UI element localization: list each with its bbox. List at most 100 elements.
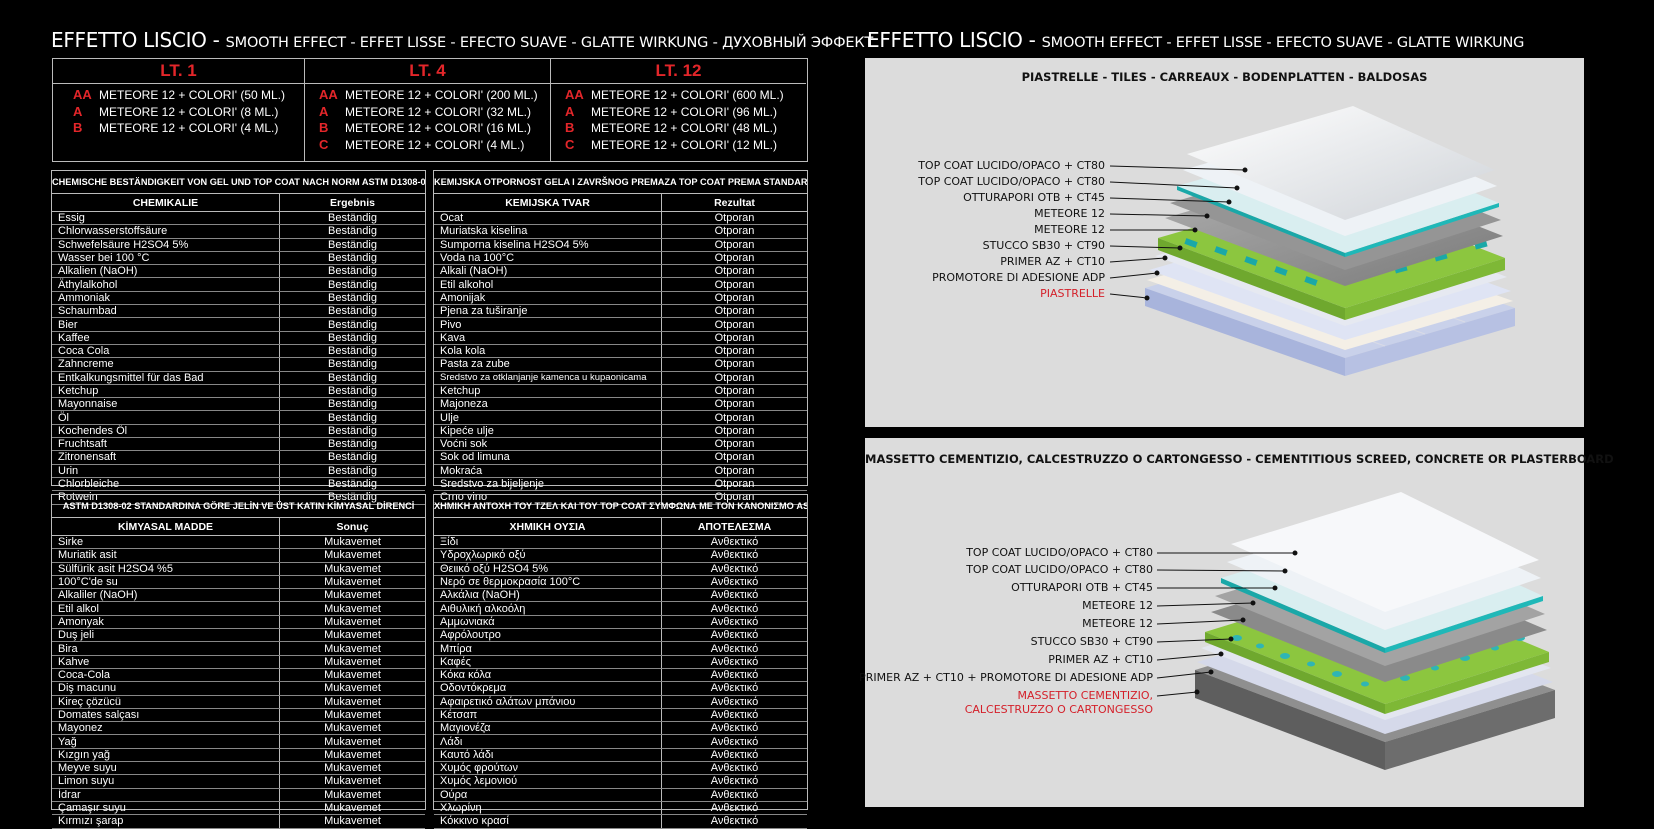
result-cell: Otporan (661, 277, 807, 292)
table-row: Ulje Otporan (434, 410, 807, 425)
table-row: Ammoniak Beständig (52, 291, 425, 306)
table-row: Kola kola Otporan (434, 344, 807, 359)
lt-mix-text: METEORE 12 + COLORI' (96 ML.) (591, 104, 778, 119)
table-row: Majoneza Otporan (434, 397, 807, 412)
layer-label: METEORE 12 (1082, 599, 1153, 612)
layer-label: PROMOTORE DI ADESIONE ADP (932, 271, 1105, 284)
table-row: Χυμός φρούτων Ανθεκτικό (434, 761, 807, 776)
lt-mix-text: METEORE 12 + COLORI' (200 ML.) (345, 88, 538, 102)
table-row: Alkalien (NaOH) Beständig (52, 264, 425, 279)
result-cell: Ανθεκτικό (661, 801, 807, 816)
result-cell: Beständig (279, 291, 425, 306)
substance-cell: Mokraća (434, 464, 662, 478)
layer-label: CALCESTRUZZO O CARTONGESSO (964, 703, 1153, 716)
result-cell: Ανθεκτικό (661, 588, 807, 603)
layer-topcoat-2 (1231, 492, 1539, 612)
substance-cell: Voda na 100°C (434, 251, 662, 266)
result-cell: Beständig (279, 371, 425, 385)
result-cell: Otporan (661, 464, 807, 478)
substance-cell: Kola kola (434, 344, 662, 359)
layer-label: PRIMER AZ + CT10 (1000, 255, 1105, 268)
substance-cell: Kahve (52, 655, 280, 669)
result-cell: Mukavemet (279, 721, 425, 736)
table-row: Essig Beständig (52, 211, 425, 226)
substance-cell: Voćni sok (434, 437, 662, 452)
result-cell: Ανθεκτικό (661, 668, 807, 683)
table-row: Kaffee Beständig (52, 331, 425, 345)
result-cell: Beständig (279, 331, 425, 345)
table-row: Etil alkol Mukavemet (52, 601, 425, 616)
table-row: Κόκκινο κρασί Ανθεκτικό (434, 814, 807, 829)
result-cell: Otporan (661, 317, 807, 332)
substance-cell: Χυμός λεμονιού (434, 774, 662, 789)
substance-cell: Sülfürik asit H2SO4 %5 (52, 562, 280, 576)
table-row: Νερό σε θερμοκρασία 100°C Ανθεκτικό (434, 575, 807, 590)
layer-label: STUCCO SB30 + CT90 (982, 239, 1105, 252)
layer-label: METEORE 12 (1034, 207, 1105, 220)
table-row: Sirke Mukavemet (52, 535, 425, 550)
substance-cell: Alkalien (NaOH) (52, 264, 280, 279)
table-row: Kireç çözücü Mukavemet (52, 695, 425, 709)
table-row: Mayonnaise Beständig (52, 397, 425, 412)
column-header-result: ΑΠΟΤΕΛΕΣΜΑ (661, 518, 807, 536)
substance-cell: Kipeće ulje (434, 424, 662, 439)
result-cell: Mukavemet (279, 588, 425, 603)
result-cell: Beständig (279, 357, 425, 372)
lt-row: A METEORE 12 + COLORI' (96 ML.) (565, 104, 806, 121)
result-cell: Mukavemet (279, 695, 425, 709)
result-cell: Ανθεκτικό (661, 695, 807, 709)
lt-mix-text: METEORE 12 + COLORI' (4 ML.) (345, 137, 525, 152)
substance-cell: Urin (52, 464, 280, 478)
result-cell: Ανθεκτικό (661, 814, 807, 829)
table-row: Alkaliler (NaOH) Mukavemet (52, 588, 425, 603)
result-cell: Mukavemet (279, 734, 425, 749)
layer-label: PRIMER AZ + CT10 (1048, 653, 1153, 666)
table-row: Urin Beständig (52, 464, 425, 478)
lt-row: AA METEORE 12 + COLORI' (200 ML.) (319, 87, 550, 104)
result-cell: Ανθεκτικό (661, 721, 807, 736)
result-cell: Otporan (661, 357, 807, 372)
substance-cell: Äthylalkohol (52, 277, 280, 292)
result-cell: Ανθεκτικό (661, 601, 807, 616)
table-row: Kırmızı şarap Mukavemet (52, 814, 425, 829)
result-cell: Beständig (279, 437, 425, 452)
substance-cell: Kireç çözücü (52, 695, 280, 709)
layer-label: METEORE 12 (1082, 617, 1153, 630)
layer-label: TOP COAT LUCIDO/OPACO + CT80 (918, 175, 1105, 188)
table-row: Καφές Ανθεκτικό (434, 655, 807, 669)
layer-label: MASSETTO CEMENTIZIO, (1017, 689, 1153, 702)
result-cell: Ανθεκτικό (661, 774, 807, 789)
resistance-table-german: CHEMISCHE BESTÄNDIGKEIT VON GEL UND TOP … (51, 170, 426, 505)
lt-header: LT. 12 (551, 59, 806, 84)
layer-label: OTTURAPORI OTB + CT45 (963, 191, 1105, 204)
result-cell: Otporan (661, 424, 807, 439)
result-cell: Mukavemet (279, 548, 425, 563)
result-cell: Beständig (279, 424, 425, 439)
substance-cell: Sirke (52, 535, 280, 550)
diagram-title: PIASTRELLE - TILES - CARREAUX - BODENPLA… (1021, 70, 1428, 84)
result-cell: Ανθεκτικό (661, 708, 807, 723)
table-row: Sülfürik asit H2SO4 %5 Mukavemet (52, 562, 425, 576)
result-cell: Mukavemet (279, 708, 425, 723)
substance-cell: 100°C'de su (52, 575, 280, 590)
substance-cell: Mayonez (52, 721, 280, 736)
table-row: Bira Mukavemet (52, 641, 425, 656)
substance-cell: Μπίρα (434, 641, 662, 656)
substance-cell: Mayonnaise (52, 397, 280, 412)
substance-cell: Yağ (52, 734, 280, 749)
substance-cell: Αφρόλουτρο (434, 628, 662, 643)
result-cell: Otporan (661, 437, 807, 452)
resistance-table-greek: ΧΗΜΙΚΗ ΑΝΤΟΧΗ ΤΟΥ ΤΖΕΛ ΚΑΙ ΤΟΥ TOP COAT … (433, 494, 808, 829)
substance-cell: Muriatska kiselina (434, 224, 662, 239)
column-header-result: Ergebnis (279, 194, 425, 212)
table-row: Limon suyu Mukavemet (52, 774, 425, 789)
resistance-table-turkish: ASTM D1308-02 STANDARDINA GÖRE JELİN VE … (51, 494, 426, 829)
lt-row: AA METEORE 12 + COLORI' (50 ML.) (73, 87, 304, 104)
substance-cell: Ξίδι (434, 535, 662, 550)
result-cell: Ανθεκτικό (661, 734, 807, 749)
lt-mix-text: METEORE 12 + COLORI' (16 ML.) (345, 121, 532, 135)
result-cell: Mukavemet (279, 774, 425, 789)
result-cell: Beständig (279, 277, 425, 292)
substance-cell: Ketchup (52, 384, 280, 399)
table-row: Αφαιρετικό αλάτων μπάνιου Ανθεκτικό (434, 695, 807, 709)
